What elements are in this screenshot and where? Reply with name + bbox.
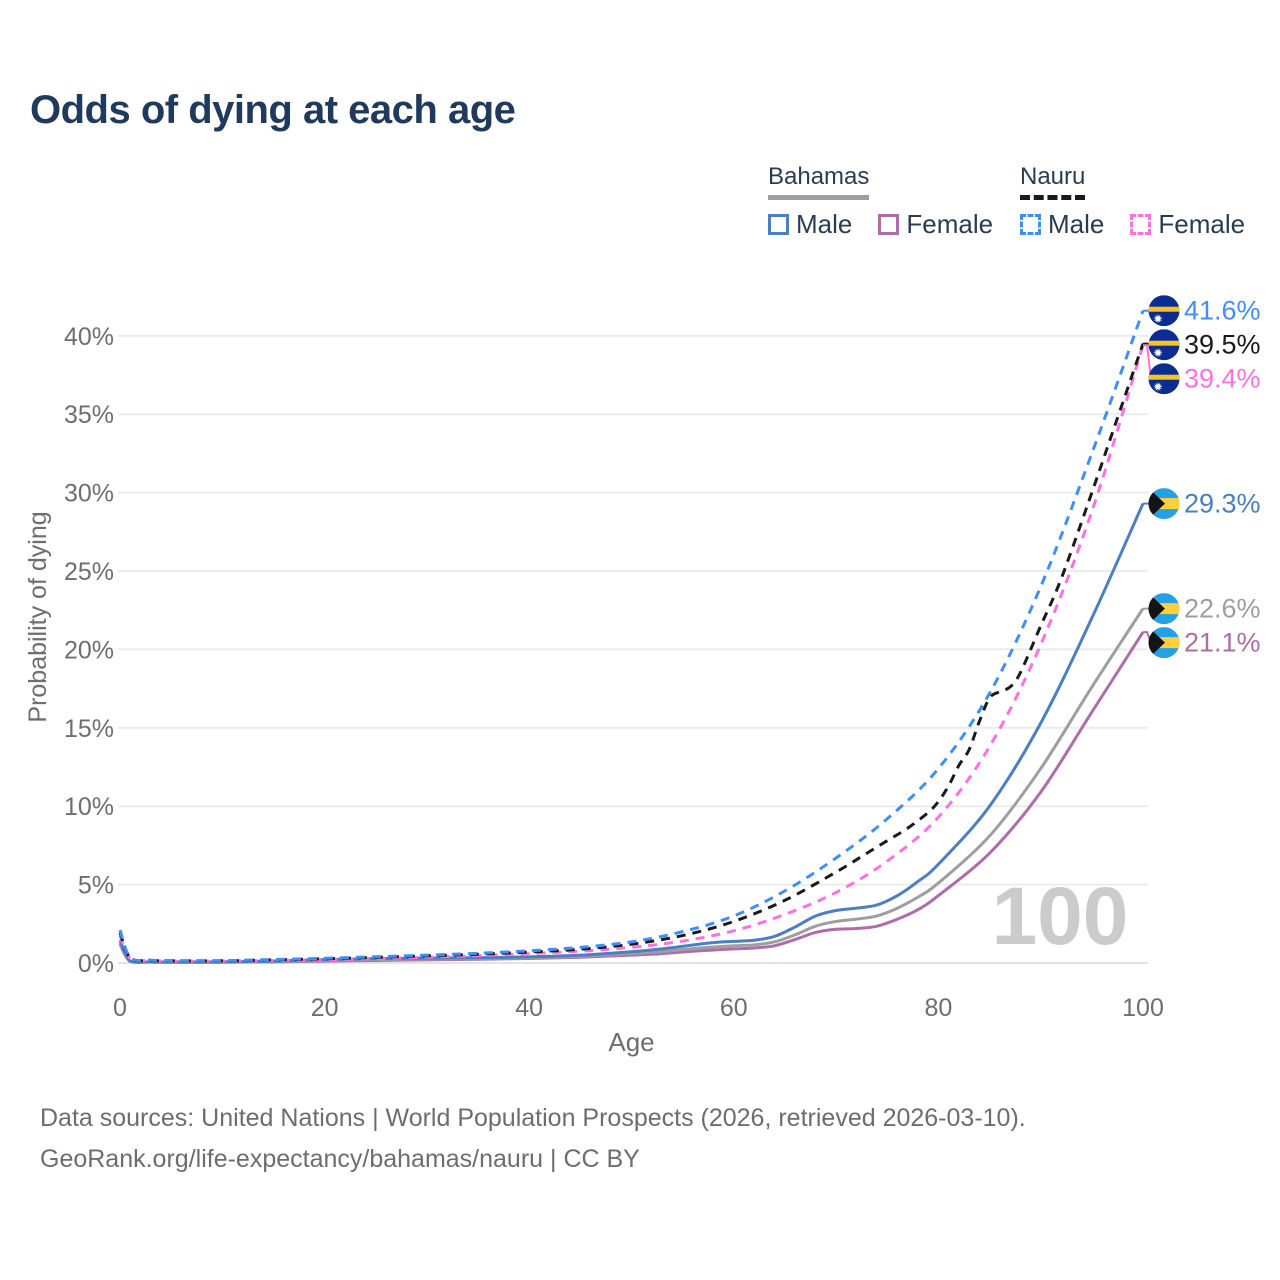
nauru-flag-icon (1148, 363, 1180, 395)
nauru-male-swatch-icon (1020, 214, 1041, 235)
bahamas-female-swatch-icon (878, 214, 900, 235)
series-line-bahamas[interactable] (118, 607, 1145, 964)
bahamas-flag-icon (1148, 488, 1180, 520)
legend-item-bahamas-female[interactable]: Female (878, 209, 993, 240)
y-tick-label-20: 20% (64, 636, 114, 664)
y-axis-title: Probability of dying (24, 511, 52, 722)
legend-group-bahamas: Bahamas Male Female (768, 163, 993, 240)
x-tick-label-20: 20 (311, 994, 339, 1022)
legend-item-nauru-female[interactable]: Female (1130, 209, 1245, 240)
y-tick-label-35: 35% (64, 401, 114, 429)
x-axis-title: Age (608, 1027, 654, 1057)
y-tick-label-0: 0% (78, 950, 114, 978)
legend-group-nauru: Nauru Male Female (1020, 163, 1245, 240)
page-title: Odds of dying at each age (30, 88, 516, 132)
end-label-nauru-female: 39.4% (1184, 364, 1261, 394)
footer: Data sources: United Nations | World Pop… (40, 1098, 1026, 1181)
end-label-bahamas-male: 29.3% (1184, 489, 1261, 519)
x-tick-label-80: 80 (924, 994, 952, 1022)
x-tick-label-60: 60 (720, 994, 748, 1022)
legend-item-label: Male (796, 209, 853, 239)
legend-item-label: Female (1158, 209, 1246, 239)
bahamas-male-swatch-icon (768, 214, 789, 235)
series-line-nauru-female[interactable] (118, 344, 1145, 963)
legend-item-bahamas-male[interactable]: Male (768, 209, 852, 240)
age-watermark: 100 (992, 871, 1129, 962)
x-tick-label-40: 40 (515, 994, 543, 1022)
footer-data-sources: Data sources: United Nations | World Pop… (40, 1104, 1026, 1132)
line-chart: 0% 5% 10% 15% 20% 25% 30% 35% 40% 0 20 40 60 80 100 Age… (24, 295, 1261, 1057)
series-line-bahamas-male[interactable] (118, 502, 1145, 964)
legend-item-label: Male (1048, 209, 1105, 239)
nauru-flag-icon (1148, 295, 1180, 327)
end-label-nauru: 39.5% (1184, 330, 1261, 360)
footer-attribution: GeoRank.org/life-expectancy/bahamas/naur… (40, 1145, 640, 1174)
nauru-flag-icon (1148, 329, 1180, 361)
legend-item-nauru-male[interactable]: Male (1020, 209, 1104, 240)
legend-title-nauru[interactable]: Nauru (1020, 163, 1086, 200)
legend-title-bahamas[interactable]: Bahamas (768, 163, 870, 200)
y-tick-label-15: 15% (64, 715, 114, 743)
legend-item-label: Female (906, 209, 994, 239)
y-tick-label-30: 30% (64, 480, 114, 508)
y-tick-label-10: 10% (64, 793, 114, 821)
series-line-nauru[interactable] (118, 343, 1145, 963)
series-line-nauru-male[interactable] (118, 310, 1145, 963)
x-tick-label-100: 100 (1122, 994, 1164, 1022)
y-tick-label-5: 5% (78, 872, 114, 900)
nauru-female-swatch-icon (1130, 214, 1152, 235)
end-label-bahamas: 22.6% (1184, 594, 1261, 624)
end-label-bahamas-female: 21.1% (1184, 628, 1261, 658)
bahamas-flag-icon (1148, 627, 1180, 659)
bahamas-flag-icon (1148, 593, 1180, 625)
end-label-nauru-male: 41.6% (1184, 296, 1261, 326)
y-tick-label-40: 40% (64, 323, 114, 351)
x-tick-label-0: 0 (113, 994, 127, 1022)
y-tick-label-25: 25% (64, 558, 114, 586)
series-line-bahamas-female[interactable] (118, 631, 1145, 964)
